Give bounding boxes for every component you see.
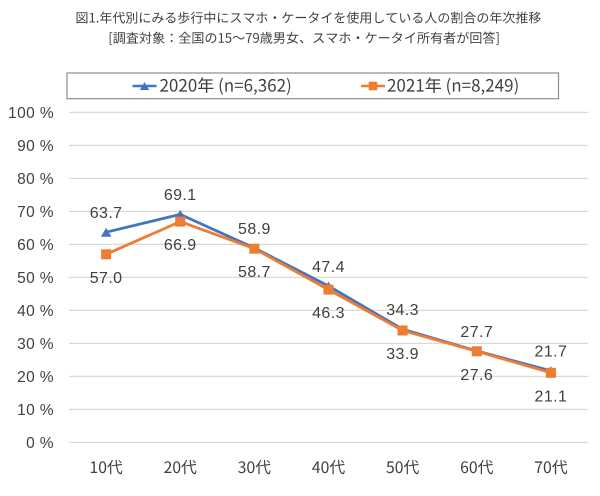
svg-text:60 %: 60 % [17, 237, 54, 254]
svg-text:27.6: 27.6 [460, 367, 493, 384]
svg-text:90 %: 90 % [17, 138, 54, 155]
svg-text:10 %: 10 % [17, 402, 54, 419]
svg-text:70 %: 70 % [17, 204, 54, 221]
svg-text:20 %: 20 % [17, 369, 54, 386]
svg-text:50 %: 50 % [17, 270, 54, 287]
svg-text:58.9: 58.9 [238, 221, 271, 238]
svg-text:47.4: 47.4 [312, 259, 345, 276]
svg-text:0 %: 0 % [26, 435, 54, 452]
svg-text:80 %: 80 % [17, 171, 54, 188]
svg-text:63.7: 63.7 [90, 205, 123, 222]
svg-text:66.9: 66.9 [164, 237, 197, 254]
svg-text:33.9: 33.9 [386, 346, 419, 363]
svg-text:21.7: 21.7 [535, 344, 568, 361]
svg-text:57.0: 57.0 [90, 270, 123, 287]
svg-text:46.3: 46.3 [312, 305, 345, 322]
svg-text:58.7: 58.7 [238, 264, 271, 281]
svg-text:27.7: 27.7 [460, 324, 493, 341]
svg-text:69.1: 69.1 [164, 187, 197, 204]
svg-text:21.1: 21.1 [535, 388, 568, 405]
svg-text:30 %: 30 % [17, 336, 54, 353]
svg-text:34.3: 34.3 [386, 302, 419, 319]
svg-text:40 %: 40 % [17, 303, 54, 320]
svg-text:100 %: 100 % [8, 105, 54, 122]
